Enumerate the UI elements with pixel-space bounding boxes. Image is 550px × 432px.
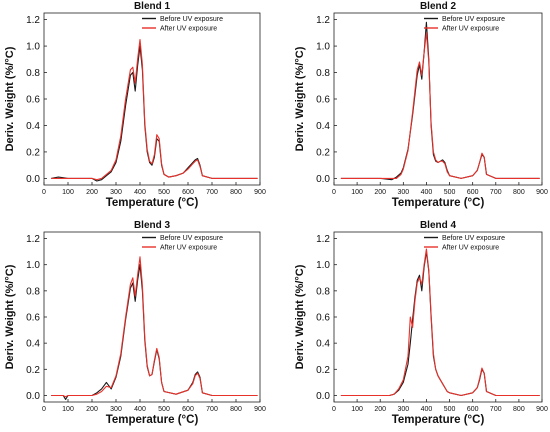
y-tick-label: 0.2 bbox=[26, 365, 40, 376]
y-tick-label: 0.8 bbox=[26, 286, 40, 297]
x-tick-label: 100 bbox=[351, 189, 363, 196]
x-tick-label: 0 bbox=[332, 406, 336, 413]
x-axis-label: Temperature (°C) bbox=[392, 414, 485, 426]
x-tick-label: 500 bbox=[158, 189, 170, 196]
x-tick-label: 500 bbox=[444, 406, 456, 413]
y-axis-label: Deriv. Weight (%/°C) bbox=[294, 264, 306, 369]
y-tick-label: 0.0 bbox=[316, 174, 330, 185]
y-tick-label: 0.6 bbox=[316, 95, 330, 106]
y-tick-label: 0.8 bbox=[316, 286, 330, 297]
legend-label: Before UV exposure bbox=[160, 16, 223, 23]
y-tick-label: 0.0 bbox=[26, 391, 40, 402]
legend-label: After UV exposure bbox=[160, 26, 217, 33]
y-tick-label: 0.0 bbox=[26, 174, 40, 185]
y-axis-label: Deriv. Weight (%/°C) bbox=[294, 46, 306, 151]
y-tick-label: 1.2 bbox=[316, 234, 330, 245]
x-axis-label: Temperature (°C) bbox=[106, 197, 199, 209]
x-tick-label: 200 bbox=[374, 406, 386, 413]
x-tick-label: 900 bbox=[536, 189, 548, 196]
y-tick-label: 0.6 bbox=[26, 95, 40, 106]
x-tick-label: 0 bbox=[42, 406, 46, 413]
x-tick-label: 600 bbox=[182, 189, 194, 196]
x-tick-label: 400 bbox=[134, 189, 146, 196]
y-tick-label: 0.2 bbox=[26, 147, 40, 158]
chart-title: Blend 3 bbox=[134, 220, 171, 231]
chart-title: Blend 2 bbox=[420, 1, 457, 12]
y-tick-label: 1.2 bbox=[26, 234, 40, 245]
chart-panel: Blend 4 0 100 200 300 400 500 600 700 800 900 0.0 0.… bbox=[294, 220, 548, 426]
x-tick-label: 400 bbox=[134, 406, 146, 413]
series-line-after-uv bbox=[51, 256, 258, 398]
x-tick-label: 400 bbox=[421, 189, 433, 196]
y-tick-label: 0.4 bbox=[316, 339, 330, 350]
x-tick-label: 500 bbox=[444, 189, 456, 196]
y-tick-label: 0.6 bbox=[26, 313, 40, 324]
legend-label: Before UV exposure bbox=[442, 235, 505, 242]
x-tick-label: 800 bbox=[230, 189, 242, 196]
x-tick-label: 900 bbox=[254, 189, 266, 196]
series-line-after-uv bbox=[340, 32, 540, 179]
y-tick-label: 0.4 bbox=[26, 121, 40, 132]
x-tick-label: 300 bbox=[110, 189, 122, 196]
x-tick-label: 400 bbox=[421, 406, 433, 413]
x-tick-label: 100 bbox=[62, 189, 74, 196]
x-tick-label: 0 bbox=[42, 189, 46, 196]
y-tick-label: 0.8 bbox=[316, 68, 330, 79]
x-tick-label: 900 bbox=[536, 406, 548, 413]
y-tick-label: 1.0 bbox=[316, 42, 330, 53]
x-tick-label: 800 bbox=[513, 189, 525, 196]
x-tick-label: 900 bbox=[254, 406, 266, 413]
x-axis-label: Temperature (°C) bbox=[392, 197, 485, 209]
legend-label: After UV exposure bbox=[442, 26, 499, 33]
legend-label: Before UV exposure bbox=[160, 235, 223, 242]
x-tick-label: 600 bbox=[467, 406, 479, 413]
x-tick-label: 800 bbox=[230, 406, 242, 413]
x-tick-label: 700 bbox=[206, 406, 218, 413]
series-line-after-uv bbox=[340, 248, 540, 397]
legend-label: After UV exposure bbox=[160, 245, 217, 252]
x-tick-label: 500 bbox=[158, 406, 170, 413]
x-axis-label: Temperature (°C) bbox=[106, 414, 199, 426]
chart-title: Blend 4 bbox=[420, 220, 457, 231]
y-tick-label: 1.2 bbox=[316, 15, 330, 26]
x-tick-label: 200 bbox=[86, 406, 98, 413]
y-tick-label: 0.4 bbox=[316, 121, 330, 132]
legend-label: After UV exposure bbox=[442, 245, 499, 252]
y-tick-label: 1.0 bbox=[316, 260, 330, 271]
x-tick-label: 200 bbox=[374, 189, 386, 196]
y-axis-label: Deriv. Weight (%/°C) bbox=[4, 264, 16, 369]
chart-panel: Blend 3 0 100 200 300 400 500 600 700 800 900 0.0 0.… bbox=[4, 220, 266, 426]
x-tick-label: 300 bbox=[110, 406, 122, 413]
x-tick-label: 700 bbox=[490, 406, 502, 413]
y-tick-label: 1.0 bbox=[26, 42, 40, 53]
y-tick-label: 0.0 bbox=[316, 391, 330, 402]
x-tick-label: 700 bbox=[490, 189, 502, 196]
y-tick-label: 0.8 bbox=[26, 68, 40, 79]
x-tick-label: 100 bbox=[351, 406, 363, 413]
y-tick-label: 1.0 bbox=[26, 260, 40, 271]
y-tick-label: 0.4 bbox=[26, 339, 40, 350]
x-tick-label: 300 bbox=[397, 406, 409, 413]
x-tick-label: 600 bbox=[182, 406, 194, 413]
x-tick-label: 200 bbox=[86, 189, 98, 196]
x-tick-label: 300 bbox=[397, 189, 409, 196]
y-tick-label: 1.2 bbox=[26, 15, 40, 26]
y-tick-label: 0.6 bbox=[316, 313, 330, 324]
y-axis-label: Deriv. Weight (%/°C) bbox=[4, 46, 16, 151]
y-tick-label: 0.2 bbox=[316, 147, 330, 158]
series-line-after-uv bbox=[51, 38, 258, 181]
chart-title: Blend 1 bbox=[134, 1, 171, 12]
x-tick-label: 800 bbox=[513, 406, 525, 413]
legend-label: Before UV exposure bbox=[442, 16, 505, 23]
x-tick-label: 0 bbox=[332, 189, 336, 196]
x-tick-label: 100 bbox=[62, 406, 74, 413]
x-tick-label: 600 bbox=[467, 189, 479, 196]
chart-panel: Blend 1 0 100 200 300 400 500 600 700 800 900 0.0 0.… bbox=[4, 1, 266, 209]
chart-panel: Blend 2 0 100 200 300 400 500 600 700 800 900 0.0 0.… bbox=[294, 1, 548, 209]
y-tick-label: 0.2 bbox=[316, 365, 330, 376]
x-tick-label: 700 bbox=[206, 189, 218, 196]
